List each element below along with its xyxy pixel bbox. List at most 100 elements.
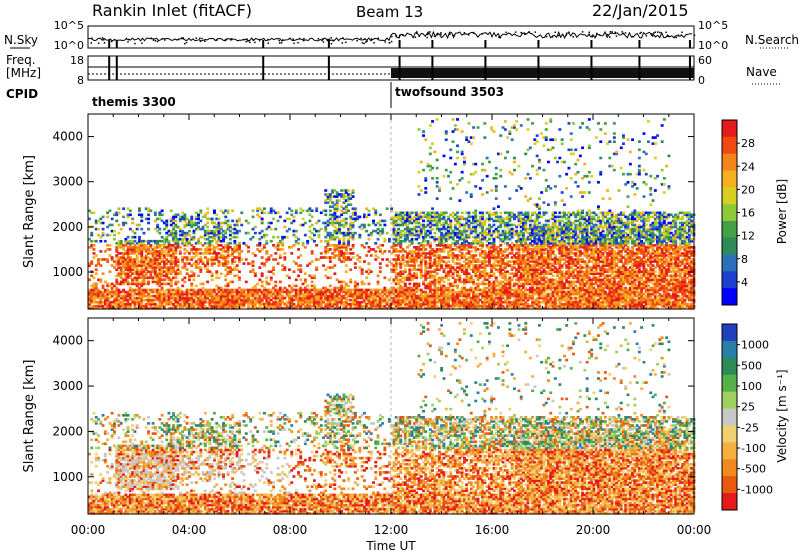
heatmap-cell (269, 209, 273, 213)
heatmap-cell (206, 252, 210, 255)
heatmap-cell (190, 270, 194, 273)
heatmap-cell (124, 294, 128, 298)
heatmap-cell (163, 300, 166, 304)
heatmap-cell (222, 288, 225, 292)
heatmap-cell (183, 252, 187, 255)
noise-search-point (681, 31, 683, 34)
heatmap-cell (274, 258, 278, 261)
heatmap-cell (499, 152, 503, 156)
heatmap-cell (149, 244, 153, 247)
heatmap-cell (374, 209, 378, 213)
heatmap-cell (351, 252, 355, 255)
freq-gap-marker (108, 56, 111, 80)
heatmap-cell (131, 252, 135, 255)
heatmap-cell (176, 296, 180, 300)
noise-search-point (659, 31, 661, 34)
heatmap-cell (160, 239, 164, 243)
heatmap-cell (258, 290, 262, 294)
heatmap-cell (126, 300, 130, 304)
heatmap-cell (428, 152, 432, 156)
heatmap-cell (281, 242, 285, 245)
heatmap-cell (194, 217, 198, 221)
heatmap-cell (258, 302, 262, 306)
heatmap-cell (383, 276, 387, 280)
heatmap-cell (299, 268, 303, 271)
heatmap-cell (210, 256, 214, 259)
heatmap-cell (288, 217, 291, 221)
heatmap-cell (283, 286, 287, 290)
heatmap-cell (167, 244, 171, 247)
heatmap-cell (106, 282, 110, 286)
heatmap-cell (276, 235, 280, 239)
heatmap-cell (244, 296, 248, 300)
heatmap-cell (344, 217, 348, 221)
heatmap-cell (122, 221, 125, 225)
heatmap-cell (119, 282, 123, 286)
heatmap-cell (140, 256, 144, 259)
heatmap-cell (244, 280, 248, 284)
noise-search-point (152, 39, 155, 41)
heatmap-cell (117, 231, 121, 235)
heatmap-cell (222, 233, 225, 237)
heatmap-cell (138, 239, 141, 243)
heatmap-cell (169, 231, 173, 235)
heatmap-cell (247, 231, 250, 235)
heatmap-cell (190, 292, 194, 296)
heatmap-cell (133, 266, 137, 269)
heatmap-cell (217, 244, 221, 247)
heatmap-cell (210, 229, 214, 233)
heatmap-cell (215, 296, 219, 300)
heatmap-cell (106, 302, 110, 306)
heatmap-cell (133, 304, 137, 308)
heatmap-cell (197, 237, 200, 241)
heatmap-cell (115, 250, 119, 253)
heatmap-cell (192, 246, 196, 249)
heatmap-cell (231, 250, 235, 253)
heatmap-cell (124, 304, 128, 308)
heatmap-cell (188, 242, 191, 245)
heatmap-cell (160, 288, 164, 292)
heatmap-cell (153, 288, 157, 292)
heatmap-cell (292, 215, 296, 219)
noise-gap-marker (431, 40, 434, 48)
heatmap-cell (133, 252, 137, 255)
heatmap-cell (128, 274, 132, 278)
heatmap-cell (126, 302, 130, 306)
heatmap-cell (447, 174, 450, 178)
heatmap-cell (140, 292, 144, 296)
heatmap-cell (158, 302, 162, 306)
heatmap-cell (213, 211, 216, 215)
noise-gap-marker (398, 40, 401, 48)
noise-search-point (199, 37, 201, 40)
noise-search-point (418, 35, 421, 37)
heatmap-cell (235, 292, 239, 296)
noise-search-point (254, 41, 256, 44)
heatmap-cell (240, 302, 244, 306)
heatmap-cell (503, 185, 507, 188)
heatmap-cell (251, 262, 255, 265)
heatmap-cell (260, 292, 264, 296)
heatmap-cell (92, 252, 96, 255)
heatmap-cell (190, 304, 194, 308)
heatmap-cell (272, 292, 275, 296)
heatmap-cell (113, 290, 116, 294)
heatmap-cell (276, 246, 280, 249)
heatmap-cell (276, 211, 280, 215)
heatmap-cell (226, 302, 230, 306)
heatmap-cell (267, 302, 271, 306)
heatmap-cell (140, 246, 144, 249)
heatmap-cell (153, 280, 157, 284)
heatmap-cell (117, 256, 121, 259)
heatmap-cell (194, 248, 198, 251)
heatmap-cell (174, 223, 178, 227)
heatmap-cell (283, 235, 287, 239)
heatmap-cell (465, 136, 469, 139)
heatmap-cell (117, 264, 121, 267)
heatmap-cell (226, 252, 230, 255)
heatmap-cell (140, 266, 144, 269)
heatmap-cell (147, 207, 150, 210)
heatmap-cell (99, 302, 103, 306)
heatmap-cell (88, 302, 91, 306)
heatmap-cell (90, 211, 94, 215)
heatmap-cell (101, 304, 105, 308)
